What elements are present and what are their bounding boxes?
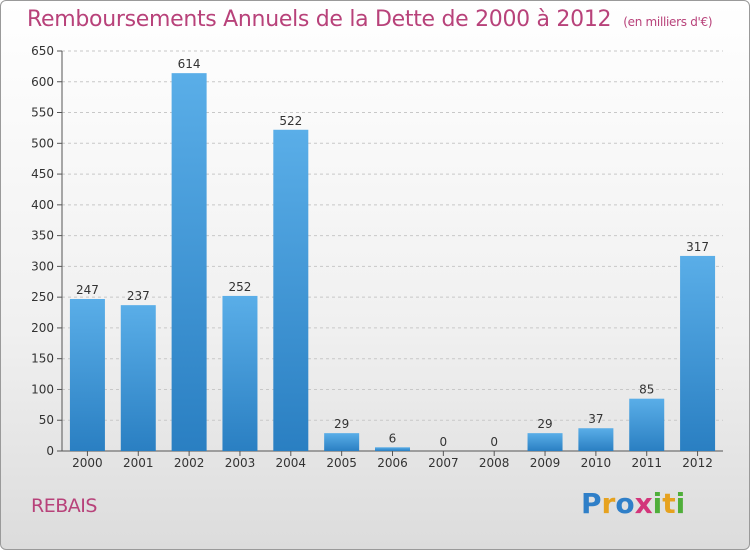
bar bbox=[324, 433, 360, 451]
logo-letter: o bbox=[615, 487, 635, 520]
x-tick-label: 2010 bbox=[581, 456, 612, 470]
y-tick-label: 100 bbox=[31, 382, 54, 396]
bar bbox=[375, 447, 410, 451]
x-tick-label: 2005 bbox=[326, 456, 357, 470]
y-tick-label: 600 bbox=[31, 75, 54, 89]
chart-title-text: Remboursements Annuels de la Dette de 20… bbox=[27, 7, 612, 32]
bar bbox=[222, 295, 258, 451]
x-tick-label: 2011 bbox=[631, 456, 662, 470]
y-tick-label: 650 bbox=[31, 44, 54, 58]
y-tick-label: 450 bbox=[31, 167, 54, 181]
y-tick-label: 0 bbox=[46, 444, 54, 458]
proxiti-logo: Proxiti bbox=[581, 487, 685, 520]
bar bbox=[273, 129, 309, 451]
y-tick-label: 250 bbox=[31, 290, 54, 304]
x-tick-label: 2007 bbox=[428, 456, 459, 470]
bar-value-label: 247 bbox=[76, 283, 99, 297]
bar-value-label: 29 bbox=[334, 417, 349, 431]
chart-title: Remboursements Annuels de la Dette de 20… bbox=[27, 7, 713, 32]
logo-letter: P bbox=[581, 487, 602, 520]
bar-value-label: 522 bbox=[279, 114, 302, 128]
bar bbox=[171, 73, 207, 452]
logo-letter: i bbox=[675, 487, 686, 520]
bar-value-label: 0 bbox=[440, 435, 448, 449]
bar bbox=[578, 428, 614, 451]
logo-letter: x bbox=[634, 487, 653, 520]
logo-letter: i bbox=[652, 487, 663, 520]
bar-value-label: 0 bbox=[490, 435, 498, 449]
bar-value-label: 85 bbox=[639, 383, 654, 397]
bar-value-label: 37 bbox=[588, 412, 603, 426]
y-tick-label: 150 bbox=[31, 352, 54, 366]
bar-value-label: 614 bbox=[178, 57, 201, 71]
bar-value-label: 29 bbox=[537, 417, 552, 431]
logo-letter: r bbox=[601, 487, 616, 520]
bar bbox=[629, 398, 665, 451]
bar-value-label: 252 bbox=[229, 280, 252, 294]
bar bbox=[120, 305, 156, 451]
x-tick-label: 2008 bbox=[479, 456, 510, 470]
bar-value-label: 237 bbox=[127, 289, 150, 303]
y-tick-label: 500 bbox=[31, 136, 54, 150]
y-tick-label: 200 bbox=[31, 321, 54, 335]
x-tick-label: 2001 bbox=[123, 456, 154, 470]
x-tick-label: 2003 bbox=[225, 456, 256, 470]
y-tick-label: 50 bbox=[39, 413, 54, 427]
bar-value-label: 317 bbox=[686, 240, 709, 254]
bar bbox=[680, 255, 716, 451]
x-tick-label: 2000 bbox=[72, 456, 103, 470]
x-tick-label: 2009 bbox=[530, 456, 561, 470]
x-tick-label: 2006 bbox=[377, 456, 408, 470]
commune-name: REBAIS bbox=[31, 495, 97, 517]
chart-unit: (en milliers d'€) bbox=[623, 15, 713, 29]
bar bbox=[69, 299, 105, 451]
x-tick-label: 2004 bbox=[276, 456, 307, 470]
y-tick-label: 300 bbox=[31, 259, 54, 273]
y-tick-label: 400 bbox=[31, 198, 54, 212]
y-tick-label: 550 bbox=[31, 106, 54, 120]
x-tick-label: 2012 bbox=[682, 456, 713, 470]
bar-value-label: 6 bbox=[389, 431, 397, 445]
logo-letter: t bbox=[662, 487, 676, 520]
x-tick-label: 2002 bbox=[174, 456, 205, 470]
bar bbox=[527, 433, 563, 451]
y-tick-label: 350 bbox=[31, 229, 54, 243]
